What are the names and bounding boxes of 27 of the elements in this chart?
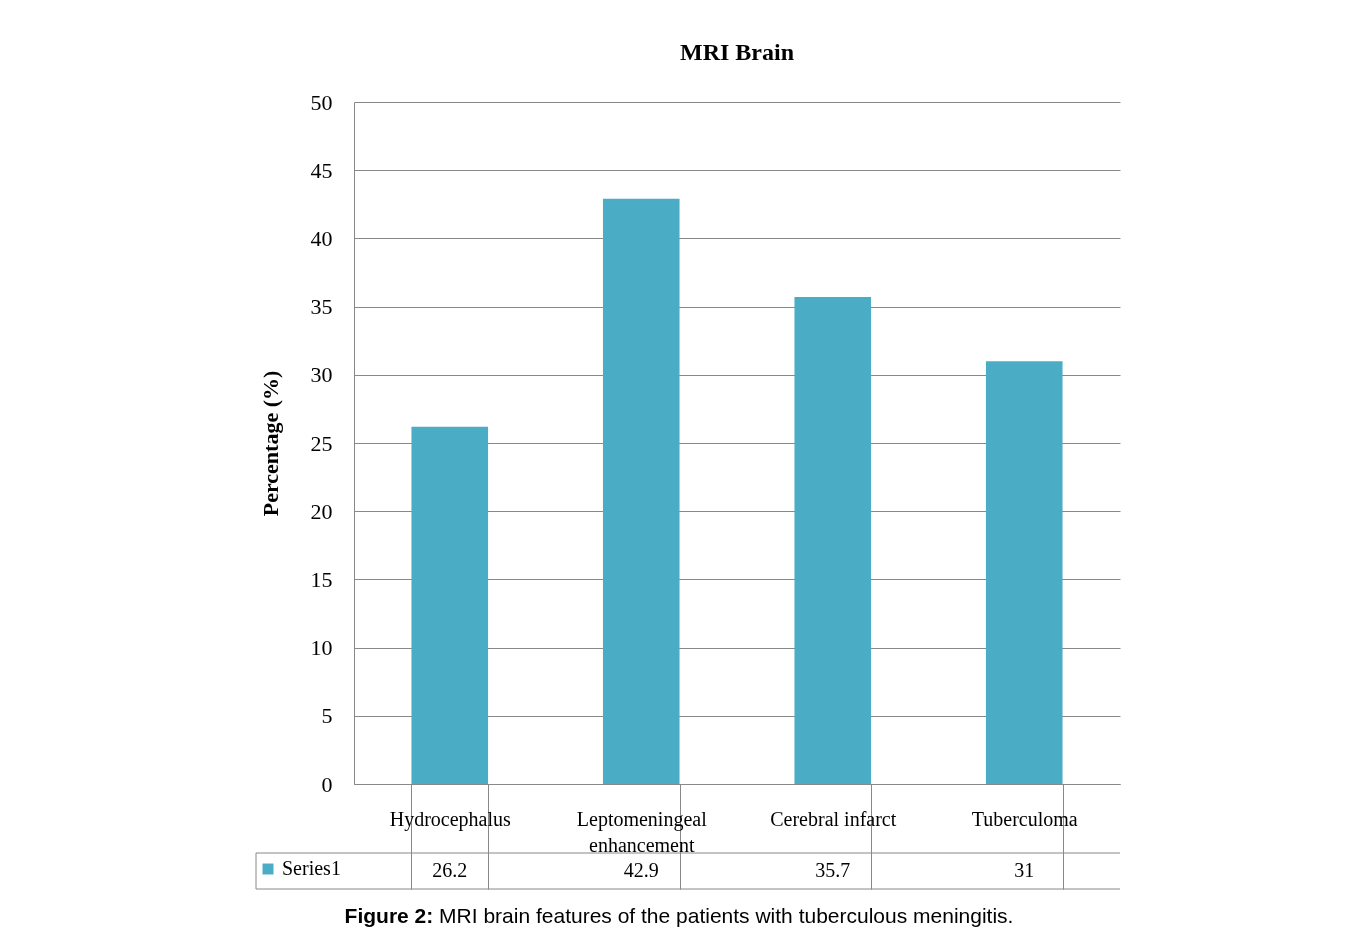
y-axis-title: Percentage (%)	[257, 370, 283, 517]
y-tick-label: 5	[321, 703, 333, 729]
chart-title: MRI Brain	[680, 39, 794, 65]
y-tick-label: 40	[310, 225, 333, 251]
y-tick-label: 10	[310, 635, 333, 661]
bar	[794, 297, 872, 784]
caption: Figure 2: MRI brain features of the patients with tuberculous meningitis.	[343, 904, 1015, 928]
x-tick-label: Tuberculoma	[971, 807, 1078, 830]
data-label: 35.7	[815, 859, 851, 881]
bar	[411, 426, 489, 784]
bar	[602, 198, 680, 784]
x-tick-label: Cerebral infarct	[770, 807, 897, 830]
data-label: 26.2	[432, 859, 468, 881]
y-tick-label: 20	[310, 498, 333, 524]
bar	[985, 361, 1063, 784]
data-label: 42.9	[623, 859, 659, 881]
x-tick-label: Leptomeningeal enhancement	[576, 807, 708, 856]
x-tick-label: Hydrocephalus	[389, 807, 511, 831]
y-tick-label: 45	[310, 157, 333, 183]
legend-label: Series1	[282, 857, 341, 879]
y-tick-label: 30	[310, 362, 333, 388]
y-tick-label: 0	[321, 771, 333, 797]
y-tick-label: 15	[310, 566, 333, 592]
y-tick-label: 25	[310, 430, 333, 456]
data-label: 31	[1014, 859, 1035, 881]
y-tick-label: 35	[310, 294, 333, 320]
y-tick-label: 50	[310, 89, 333, 115]
